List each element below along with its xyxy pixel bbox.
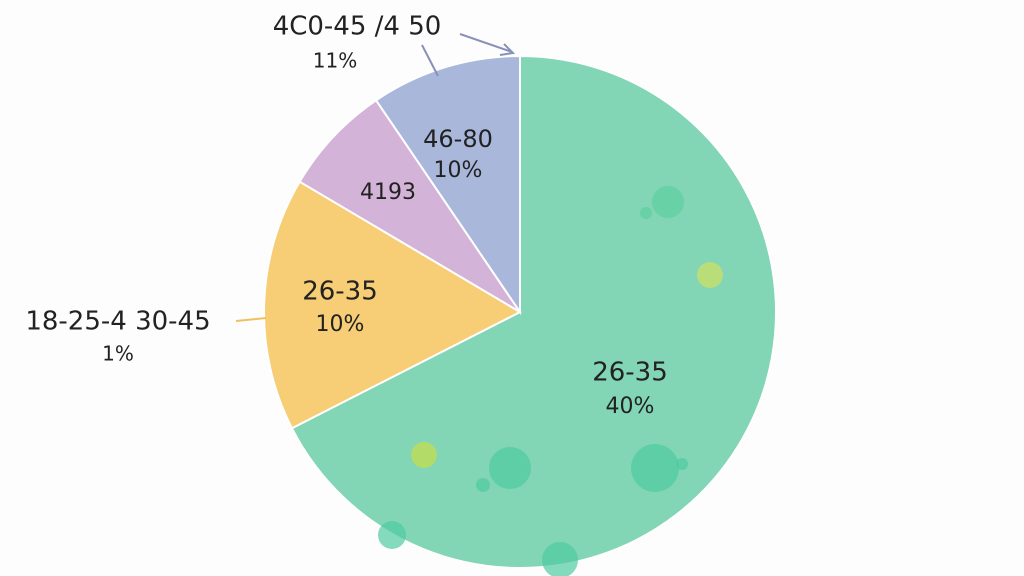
pie-slice	[290, 54, 777, 569]
pie-slice	[374, 54, 521, 316]
slice-label: 4193	[360, 180, 416, 205]
slice-label: 26-35	[302, 277, 378, 307]
slice-label: 46-80	[423, 125, 493, 153]
labels: 26-35 40% 26-35 10% 4193 46-80 10% 4C0-45 /4 50…	[25, 12, 667, 420]
pie-slice	[263, 180, 523, 430]
slice-label: 4C0-45 /4 50	[273, 12, 442, 42]
decoration	[235, 33, 723, 576]
pie	[263, 54, 777, 569]
slice-label: 18-25-4 30-45	[25, 307, 210, 337]
slice-label: 10%	[434, 158, 483, 183]
pie-slice	[298, 98, 521, 313]
slice-label: 26-35	[592, 358, 668, 388]
slice-label: 10%	[316, 312, 365, 337]
slice-label: 11%	[313, 49, 357, 73]
slice-label: 1%	[102, 342, 134, 366]
slice-label: 40%	[606, 394, 655, 419]
